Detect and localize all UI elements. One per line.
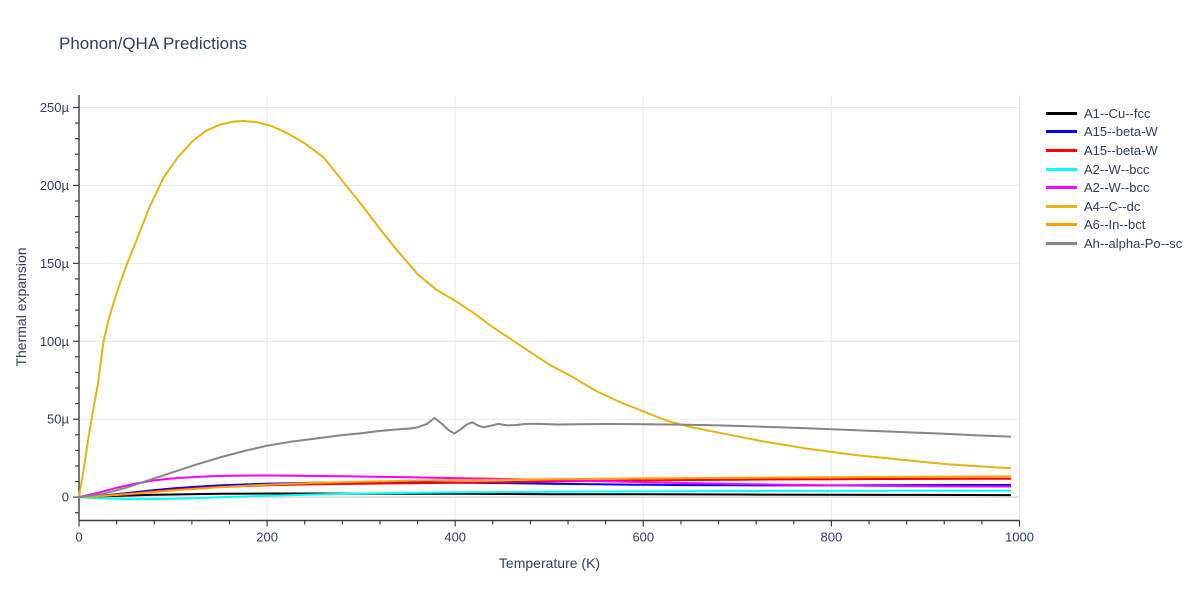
x-axis-title: Temperature (K) — [498, 555, 601, 571]
series-line — [78, 474, 1012, 499]
chart-title: Phonon/QHA Predictions — [59, 34, 248, 53]
legend-line-icon — [1046, 223, 1077, 227]
series-line — [78, 120, 1012, 499]
x-tick-label: 0 — [75, 530, 82, 545]
legend-item[interactable]: A15--beta-W — [1040, 123, 1182, 142]
legend-item[interactable]: A15--beta-W — [1040, 141, 1182, 160]
x-tick-label: 800 — [821, 530, 843, 545]
series-line — [78, 489, 1012, 501]
legend-line-icon — [1046, 111, 1077, 115]
x-tick-label: 200 — [256, 530, 278, 545]
legend-line-icon — [1046, 130, 1077, 134]
legend-item[interactable]: A2--W--bcc — [1040, 178, 1182, 197]
legend-label: A2--W--bcc — [1084, 161, 1150, 177]
y-tick-label: 250µ — [40, 100, 70, 115]
x-tick-label: 600 — [632, 530, 654, 545]
legend-line-icon — [1046, 167, 1077, 171]
y-axis-title: Thermal expansion — [13, 247, 29, 367]
legend-label: A4--C--dc — [1084, 198, 1141, 214]
legend-label: A15--beta-W — [1084, 142, 1158, 158]
y-tick-label: 150µ — [40, 256, 70, 271]
x-tick-label: 400 — [444, 530, 466, 545]
legend-item[interactable]: A1--Cu--fcc — [1040, 104, 1182, 123]
legend-label: A2--W--bcc — [1084, 180, 1150, 196]
legend-label: A6--In--bct — [1084, 217, 1146, 233]
legend-line-icon — [1046, 241, 1077, 245]
legend-item[interactable]: A6--In--bct — [1040, 216, 1182, 235]
legend-label: A15--beta-W — [1084, 124, 1158, 140]
legend-label: Ah--alpha-Po--sc — [1084, 235, 1183, 251]
series-line — [78, 416, 1012, 499]
y-tick-label: 100µ — [40, 334, 70, 349]
y-tick-label: 0 — [62, 490, 69, 505]
legend: A1--Cu--fcc A15--beta-W A15--beta-W A2--W--… — [1040, 104, 1182, 253]
series-line — [78, 475, 1012, 499]
y-tick-label: 50µ — [47, 412, 69, 427]
legend-line-icon — [1046, 186, 1077, 190]
legend-label: A1--Cu--fcc — [1084, 105, 1151, 121]
legend-line-icon — [1046, 148, 1077, 152]
legend-item[interactable]: Ah--alpha-Po--sc — [1040, 234, 1182, 253]
legend-line-icon — [1046, 204, 1077, 208]
x-tick-label: 1000 — [1005, 530, 1034, 545]
legend-item[interactable]: A2--W--bcc — [1040, 160, 1182, 179]
y-tick-label: 200µ — [40, 178, 70, 193]
legend-item[interactable]: A4--C--dc — [1040, 197, 1182, 216]
